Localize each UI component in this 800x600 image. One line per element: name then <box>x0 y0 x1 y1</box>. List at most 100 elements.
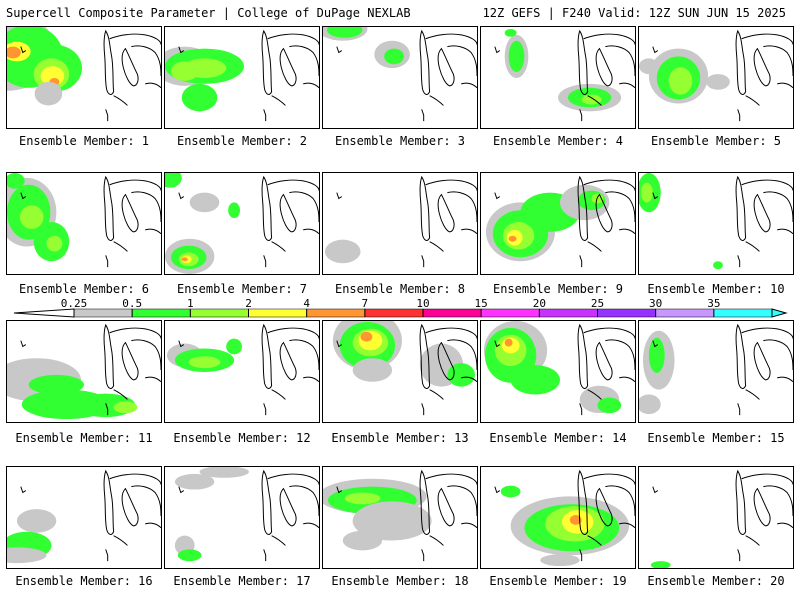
member-label: Ensemble Member: 4 <box>492 134 624 148</box>
state-line-fragment <box>494 192 583 268</box>
state-line-fragment <box>20 192 109 268</box>
member-label: Ensemble Member: 3 <box>334 134 466 148</box>
scp-contour <box>199 467 249 478</box>
member-map-20 <box>638 466 794 569</box>
scp-contour <box>344 492 381 505</box>
member-map-2 <box>164 26 320 129</box>
member-map-1 <box>6 26 162 129</box>
member-label: Ensemble Member: 7 <box>176 282 308 296</box>
state-line-fragment <box>178 46 267 122</box>
scp-contour <box>447 363 476 387</box>
scp-contour <box>174 473 215 490</box>
colorbar-tick-label: 0.25 <box>61 297 88 310</box>
scp-contour <box>181 83 218 112</box>
scp-contour <box>7 173 25 189</box>
member-label: Ensemble Member: 9 <box>492 282 624 296</box>
scp-contour <box>352 501 432 541</box>
member-map-7 <box>164 172 320 275</box>
state-line-fragment <box>336 486 425 562</box>
scp-contour <box>352 358 393 382</box>
member-label: Ensemble Member: 11 <box>15 431 153 445</box>
scp-contour <box>228 202 241 219</box>
member-label: Ensemble Member: 1 <box>18 134 150 148</box>
scp-contour <box>384 48 404 65</box>
scp-contour <box>504 28 517 37</box>
scp-contour <box>7 46 21 59</box>
member-label: Ensemble Member: 5 <box>650 134 782 148</box>
member-label: Ensemble Member: 19 <box>489 574 627 588</box>
member-label: Ensemble Member: 14 <box>489 431 627 445</box>
member-label: Ensemble Member: 10 <box>647 282 785 296</box>
scp-contour <box>540 554 580 567</box>
member-map-3 <box>322 26 478 129</box>
scp-contour <box>170 61 199 81</box>
state-line-fragment <box>178 486 267 562</box>
member-map-12 <box>164 320 320 423</box>
great-lakes-outline <box>577 469 635 546</box>
member-label: Ensemble Member: 18 <box>331 574 469 588</box>
colorbar-swatch <box>248 308 307 318</box>
member-map-11 <box>6 320 162 423</box>
member-map-16 <box>6 466 162 569</box>
colorbar-tick-label: 0.5 <box>122 297 142 310</box>
state-line-fragment <box>336 340 425 416</box>
state-line-fragment <box>494 340 583 416</box>
great-lakes-outline <box>735 175 793 252</box>
scp-contour <box>181 257 188 262</box>
member-label: Ensemble Member: 15 <box>647 431 785 445</box>
great-lakes-outline <box>577 29 635 106</box>
scp-contour <box>226 338 242 355</box>
state-line-fragment <box>652 46 741 122</box>
member-map-18 <box>322 466 478 569</box>
scp-contour <box>188 356 221 369</box>
state-line-fragment <box>652 340 741 416</box>
colorbar-tick-label: 4 <box>303 297 310 310</box>
map-title: Supercell Composite Parameter | College … <box>6 6 411 20</box>
colorbar-tick-label: 1 <box>187 297 194 310</box>
colorbar-tick-label: 15 <box>475 297 488 310</box>
scp-contour <box>46 235 63 252</box>
colorbar-swatch <box>655 308 715 318</box>
state-line-fragment <box>336 192 425 268</box>
member-label: Ensemble Member: 12 <box>173 431 311 445</box>
great-lakes-outline <box>103 175 161 252</box>
scp-contour <box>326 27 363 38</box>
colorbar-swatch <box>597 308 656 318</box>
great-lakes-outline <box>735 323 793 400</box>
member-label: Ensemble Member: 8 <box>334 282 466 296</box>
great-lakes-outline <box>577 323 635 400</box>
scp-contour <box>324 239 361 264</box>
state-line-fragment <box>494 46 583 122</box>
scp-contour <box>597 397 622 414</box>
great-lakes-outline <box>735 469 793 546</box>
member-label: Ensemble Member: 2 <box>176 134 308 148</box>
colorbar-swatch <box>190 308 249 318</box>
colorbar-swatch <box>73 308 133 318</box>
member-map-6 <box>6 172 162 275</box>
scp-contour <box>706 74 730 90</box>
scp-contour <box>508 235 517 242</box>
state-line-fragment <box>652 486 741 562</box>
colorbar-swatch <box>306 308 366 318</box>
scp-contour <box>508 40 525 73</box>
colorbar-swatch <box>422 308 482 318</box>
scp-contour <box>504 338 513 347</box>
scp-contour <box>7 547 47 564</box>
colorbar-low-arrow <box>13 308 75 318</box>
great-lakes-outline <box>261 469 319 546</box>
great-lakes-outline <box>261 175 319 252</box>
member-label: Ensemble Member: 16 <box>15 574 153 588</box>
scp-contour <box>640 182 653 203</box>
scp-contour <box>648 337 665 373</box>
scp-contour <box>19 205 44 229</box>
scp-contour <box>189 192 220 213</box>
great-lakes-outline <box>261 323 319 400</box>
state-line-fragment <box>20 486 109 562</box>
scp-contour <box>342 530 383 551</box>
great-lakes-outline <box>735 29 793 106</box>
state-line-fragment <box>178 192 267 268</box>
colorbar-swatch <box>480 308 540 318</box>
scp-contour <box>639 58 659 75</box>
scp-contour <box>16 509 57 533</box>
state-line-fragment <box>20 340 109 416</box>
